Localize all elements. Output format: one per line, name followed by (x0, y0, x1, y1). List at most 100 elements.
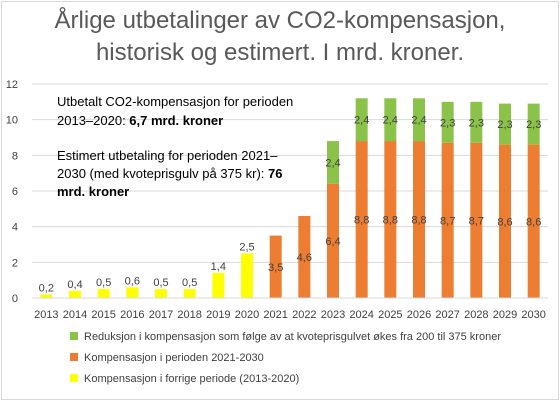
bar-segment (470, 101, 483, 143)
data-label: 8,6 (526, 216, 541, 228)
data-label: 0,6 (125, 275, 140, 287)
y-tick-label: 4 (12, 222, 18, 234)
annotation-estimated-prefix: 2030 (med kvoteprisgulv på 375 kr): (57, 166, 268, 181)
data-label: 8,6 (497, 216, 512, 228)
x-tick-label: 2014 (63, 309, 87, 321)
legend-swatch (70, 332, 78, 340)
x-tick-label: 2013 (34, 309, 58, 321)
x-tick-label: 2022 (292, 309, 316, 321)
x-tick-label: 2026 (407, 309, 431, 321)
data-label: 0,5 (153, 277, 168, 289)
bar-segment (441, 101, 454, 143)
data-label: 8,8 (354, 215, 369, 227)
data-label: 8,8 (411, 215, 426, 227)
data-label: 2,5 (239, 241, 254, 253)
bar-segment (69, 290, 81, 298)
bar-segment (470, 142, 483, 298)
data-label: 4,6 (297, 252, 312, 264)
annotation-historic-line1: Utbetalt CO2-kompensasjon for perioden (57, 94, 293, 109)
data-label: 0,4 (67, 279, 82, 291)
bar-segment (384, 141, 397, 298)
bar-segment (327, 141, 339, 184)
data-label: 2,3 (526, 119, 541, 131)
bar-segment (183, 289, 196, 298)
data-label: 8,8 (383, 215, 398, 227)
bar-segment (269, 235, 282, 298)
x-tick-label: 2018 (177, 309, 201, 321)
bar-segment (413, 98, 425, 142)
bar-segment (527, 144, 540, 298)
bar-segment (441, 142, 454, 298)
x-tick-label: 2016 (120, 309, 144, 321)
annotation-estimated-line2: 2030 (med kvoteprisgulv på 375 kr): 76 (57, 166, 282, 181)
y-tick-label: 6 (12, 186, 18, 198)
legend-swatch (70, 374, 78, 382)
chart-title-line2: historisk og estimert. I mrd. kroner. (95, 39, 465, 66)
x-tick-label: 2029 (493, 309, 517, 321)
bar-segment (413, 141, 425, 298)
annotation-historic-line2: 2013–2020: 6,7 mrd. kroner (57, 113, 223, 128)
annotation-estimated-total: 76 (268, 166, 282, 181)
legend-label: Kompensasjon i perioden 2021-2030 (84, 352, 264, 364)
legend-label: Kompensasjon i forrige periode (2013-202… (84, 373, 299, 385)
bar-segment (212, 273, 225, 298)
data-label: 2,3 (469, 117, 484, 129)
bar-segment (527, 103, 540, 145)
x-tick-label: 2027 (435, 309, 459, 321)
chart-title-line1: Årlige utbetalinger av CO2-kompensasjon, (54, 7, 506, 34)
bar-segment (499, 144, 511, 298)
annotation-estimated-unit: mrd. kroner (57, 184, 129, 199)
x-tick-label: 2020 (235, 309, 259, 321)
legend: Reduksjon i kompensasjon som følge av at… (70, 331, 501, 385)
x-tick-label: 2015 (91, 309, 115, 321)
bar-segment (155, 289, 167, 298)
data-label: 2,4 (354, 115, 369, 127)
data-label: 2,4 (411, 115, 426, 127)
data-label: 8,7 (440, 215, 455, 227)
bar-segment (241, 253, 253, 298)
data-label: 6,4 (325, 236, 340, 248)
y-tick-label: 8 (12, 150, 18, 162)
x-tick-label: 2028 (464, 309, 488, 321)
x-tick-label: 2025 (378, 309, 402, 321)
x-tick-label: 2030 (521, 309, 545, 321)
bar-segment (327, 183, 339, 298)
bar-segment (384, 98, 397, 142)
bar-segment (40, 294, 53, 298)
data-label: 8,7 (469, 215, 484, 227)
data-label: 1,4 (211, 261, 226, 273)
x-axis: 2013 2014 2015 2016 2017 2018 2019 2020 2021 2022… (32, 297, 548, 321)
legend-label: Reduksjon i kompensasjon som følge av at… (84, 331, 501, 343)
data-label: 0,5 (182, 277, 197, 289)
bar-segment (126, 287, 139, 298)
x-tick-label: 2021 (263, 309, 287, 321)
x-tick-label: 2017 (149, 309, 173, 321)
y-tick-label: 0 (12, 293, 18, 305)
data-label: 0,5 (96, 277, 111, 289)
bar-segment (298, 215, 311, 298)
annotation-estimated-line1: Estimert utbetaling for perioden 2021– (57, 148, 278, 163)
data-label: 2,3 (440, 117, 455, 129)
data-label: 0,2 (39, 282, 54, 294)
bar-segment (355, 98, 368, 142)
y-tick-label: 10 (6, 115, 18, 127)
x-tick-label: 2019 (206, 309, 230, 321)
bar-segment (355, 141, 368, 298)
annotation-historic-total: 6,7 mrd. kroner (129, 113, 223, 128)
data-label: 2,4 (383, 115, 398, 127)
data-label: 2,4 (325, 157, 340, 169)
y-tick-label: 12 (6, 79, 18, 91)
x-tick-label: 2023 (321, 309, 345, 321)
legend-swatch (70, 353, 78, 361)
data-label: 3,5 (268, 262, 283, 274)
bars: 0,2 0,4 0,5 0,6 0,5 0,5 1,4 2,5 3,5 4,6 6,4 2,4 8,8 2… (39, 98, 541, 298)
data-label: 2,3 (497, 119, 512, 131)
bar-segment (499, 103, 511, 145)
y-axis: 0 2 4 6 8 10 12 (6, 79, 18, 305)
annotation-historic-prefix: 2013–2020: (57, 113, 129, 128)
bar-segment (97, 289, 110, 298)
x-tick-label: 2024 (349, 309, 373, 321)
y-tick-label: 2 (12, 257, 18, 269)
